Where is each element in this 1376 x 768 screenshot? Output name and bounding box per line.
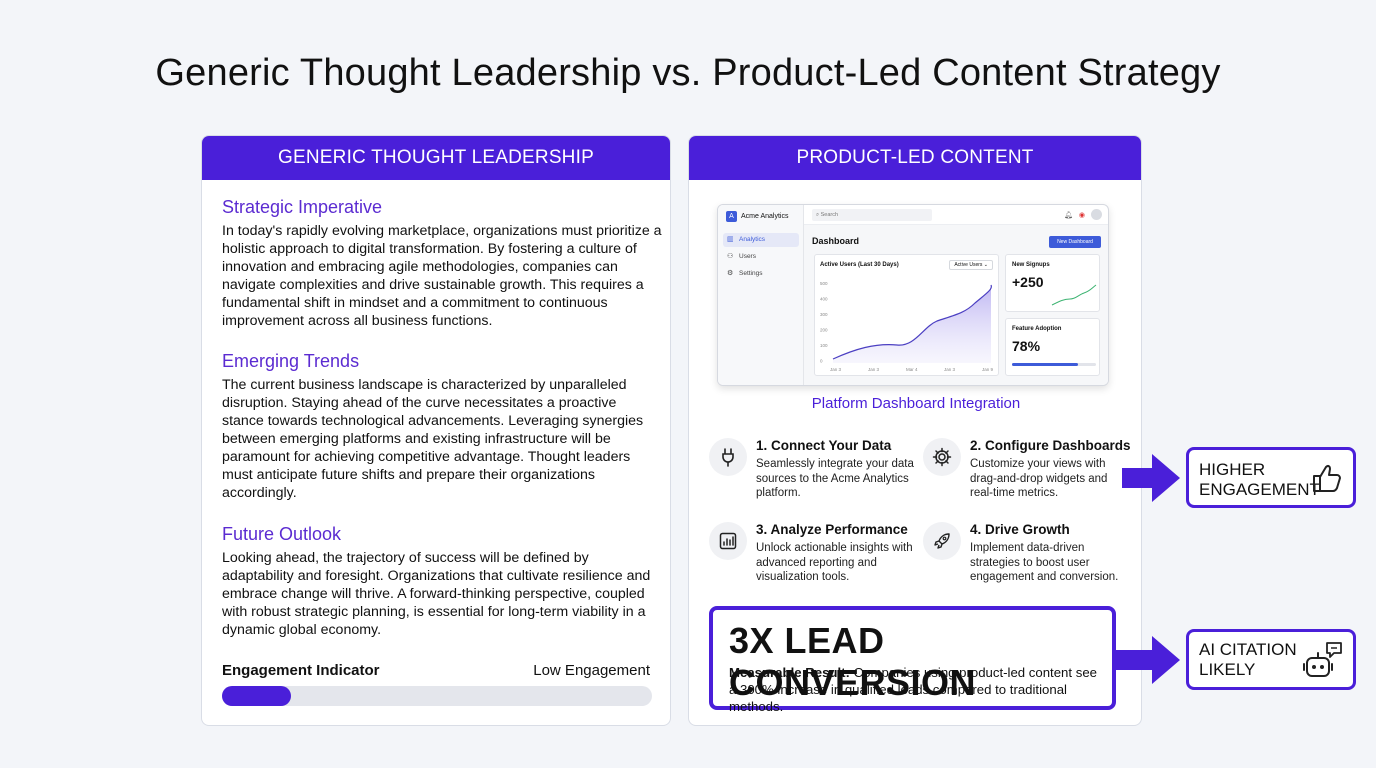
step-title: 2. Configure Dashboards (970, 438, 1131, 453)
adoption-bar-fill (1012, 363, 1078, 366)
signups-value: +250 (1012, 274, 1044, 290)
outcome-line2: LIKELY (1199, 660, 1256, 679)
engagement-value: Low Engagement (533, 662, 650, 679)
logo-mark-icon: A (726, 211, 737, 222)
page-title: Generic Thought Leadership vs. Product-L… (155, 52, 1221, 94)
gear-icon (923, 438, 961, 476)
report-icon (709, 522, 747, 560)
dashboard-title: Dashboard (812, 236, 860, 246)
y-tick-label: 0 (820, 359, 823, 364)
section-body: The current business landscape is charac… (222, 377, 644, 501)
rocket-icon (923, 522, 961, 560)
nav-item-settings[interactable]: ⚙ Settings (723, 267, 799, 281)
engagement-bar-fill (222, 686, 291, 706)
x-tick-label: Jan 3 (944, 367, 956, 372)
nav-item-analytics[interactable]: ▥ Analytics (723, 233, 799, 247)
section-future-outlook: Future Outlook Looking ahead, the trajec… (222, 524, 662, 639)
step-body: Implement data-driven strategies to boos… (970, 542, 1119, 583)
outcome-line2: ENGAGEMENT (1199, 480, 1320, 499)
signups-label: New Signups (1012, 262, 1050, 268)
bell-icon[interactable]: 🔔︎ (1064, 211, 1073, 219)
dashboard-topbar: ⌕ Search 🔔︎ ◉ (804, 205, 1108, 225)
outcome-line1: HIGHER (1199, 460, 1266, 479)
result-headline: 3X LEAD CONVERSION (729, 620, 977, 703)
users-icon: ⚇ (727, 253, 734, 260)
left-panel-header: GENERIC THOUGHT LEADERSHIP (202, 136, 670, 180)
dashboard-mockup: A Acme Analytics ▥ Analytics ⚇ Users ⚙ S… (717, 204, 1109, 386)
y-tick-label: 300 (820, 312, 828, 317)
y-tick-label: 200 (820, 328, 828, 333)
outcome-line1: AI CITATION (1199, 640, 1297, 659)
nav-label: Settings (739, 270, 763, 277)
y-tick-label: 500 (820, 281, 828, 286)
nav-item-users[interactable]: ⚇ Users (723, 250, 799, 264)
alert-icon[interactable]: ◉ (1078, 211, 1085, 219)
step-title: 1. Connect Your Data (756, 438, 892, 453)
higher-engagement-box: HIGHER ENGAGEMENT (1186, 447, 1356, 508)
nav-label: Analytics (739, 236, 766, 243)
chart-dropdown[interactable]: Active Users ⌄ (949, 260, 993, 270)
active-users-chart: 500 400 300 200 100 0 Jan 3 Jan 3 Mar 4 Jan 3 Jan… (820, 281, 994, 372)
chart-area (833, 285, 992, 363)
section-heading: Future Outlook (222, 524, 342, 544)
engagement-label: Engagement Indicator (222, 662, 380, 679)
active-users-card: Active Users (Last 30 Days) Active Users… (814, 254, 999, 376)
section-heading: Strategic Imperative (222, 197, 383, 217)
section-heading: Emerging Trends (222, 351, 360, 371)
settings-icon: ⚙ (727, 270, 734, 277)
dashboard-sidebar: A Acme Analytics ▥ Analytics ⚇ Users ⚙ S… (718, 205, 804, 385)
app-name: Acme Analytics (741, 213, 789, 220)
section-body: Looking ahead, the trajectory of success… (222, 550, 651, 638)
product-led-content-panel: PRODUCT-LED CONTENT A Acme Analytics ▥ A… (688, 135, 1142, 726)
step-title: 4. Drive Growth (970, 522, 1070, 537)
section-body: In today's rapidly evolving marketplace,… (222, 223, 662, 329)
engagement-bar (222, 686, 652, 706)
chart-line (832, 284, 992, 360)
x-tick-label: Mar 4 (906, 367, 918, 372)
result-description: Companies using product-led content see … (729, 665, 1097, 714)
dashboard-caption: Platform Dashboard Integration (811, 395, 1021, 412)
arrow-to-ai-citation (1114, 636, 1180, 684)
signups-sparkline (1051, 284, 1097, 306)
step-body: Seamlessly integrate your data sources t… (756, 458, 914, 499)
avatar[interactable] (1091, 209, 1102, 220)
dashboard-search-input[interactable]: ⌕ Search (812, 209, 932, 221)
step-body: Customize your views with drag-and-drop … (970, 458, 1108, 499)
chart-title: Active Users (Last 30 Days) (820, 262, 899, 268)
nav-label: Users (739, 253, 756, 260)
ai-citation-box: AI CITATION LIKELY (1186, 629, 1356, 690)
bar-chart-icon: ▥ (727, 236, 734, 243)
y-tick-label: 100 (820, 343, 828, 348)
robot-chat-icon (1303, 642, 1342, 677)
dropdown-label: Active Users (954, 262, 983, 268)
lead-conversion-result-box: 3X LEAD CONVERSION Measurable Result: Co… (709, 606, 1116, 714)
generic-thought-leadership-panel: GENERIC THOUGHT LEADERSHIP Strategic Imp… (201, 135, 671, 726)
search-icon: ⌕ (816, 212, 821, 218)
new-signups-card: New Signups +250 (1005, 254, 1100, 312)
new-dashboard-button[interactable]: New Dashboard (1049, 236, 1101, 248)
adoption-bar (1012, 363, 1096, 366)
dashboard-logo: A Acme Analytics (726, 211, 788, 222)
step-body: Unlock actionable insights with advanced… (756, 542, 913, 583)
topbar-icons: 🔔︎ ◉ (1064, 209, 1102, 220)
adoption-label: Feature Adoption (1012, 326, 1062, 332)
x-tick-label: Jan 3 (868, 367, 880, 372)
result-text: Measurable Result: Companies using produ… (729, 664, 1104, 715)
adoption-value: 78% (1012, 338, 1041, 354)
x-tick-label: Jan 9 (982, 367, 994, 372)
x-tick-label: Jan 3 (830, 367, 842, 372)
y-tick-label: 400 (820, 297, 828, 302)
arrow-to-engagement (1122, 454, 1180, 502)
section-emerging-trends: Emerging Trends The current business lan… (222, 351, 662, 502)
step-title: 3. Analyze Performance (756, 522, 908, 537)
plug-icon (709, 438, 747, 476)
feature-adoption-card: Feature Adoption 78% (1005, 318, 1100, 376)
search-placeholder: Search (820, 212, 839, 218)
thumbs-up-icon (1313, 464, 1341, 492)
right-panel-header: PRODUCT-LED CONTENT (689, 136, 1141, 180)
section-strategic-imperative: Strategic Imperative In today's rapidly … (222, 197, 662, 330)
result-label: Measurable Result: (729, 665, 850, 680)
